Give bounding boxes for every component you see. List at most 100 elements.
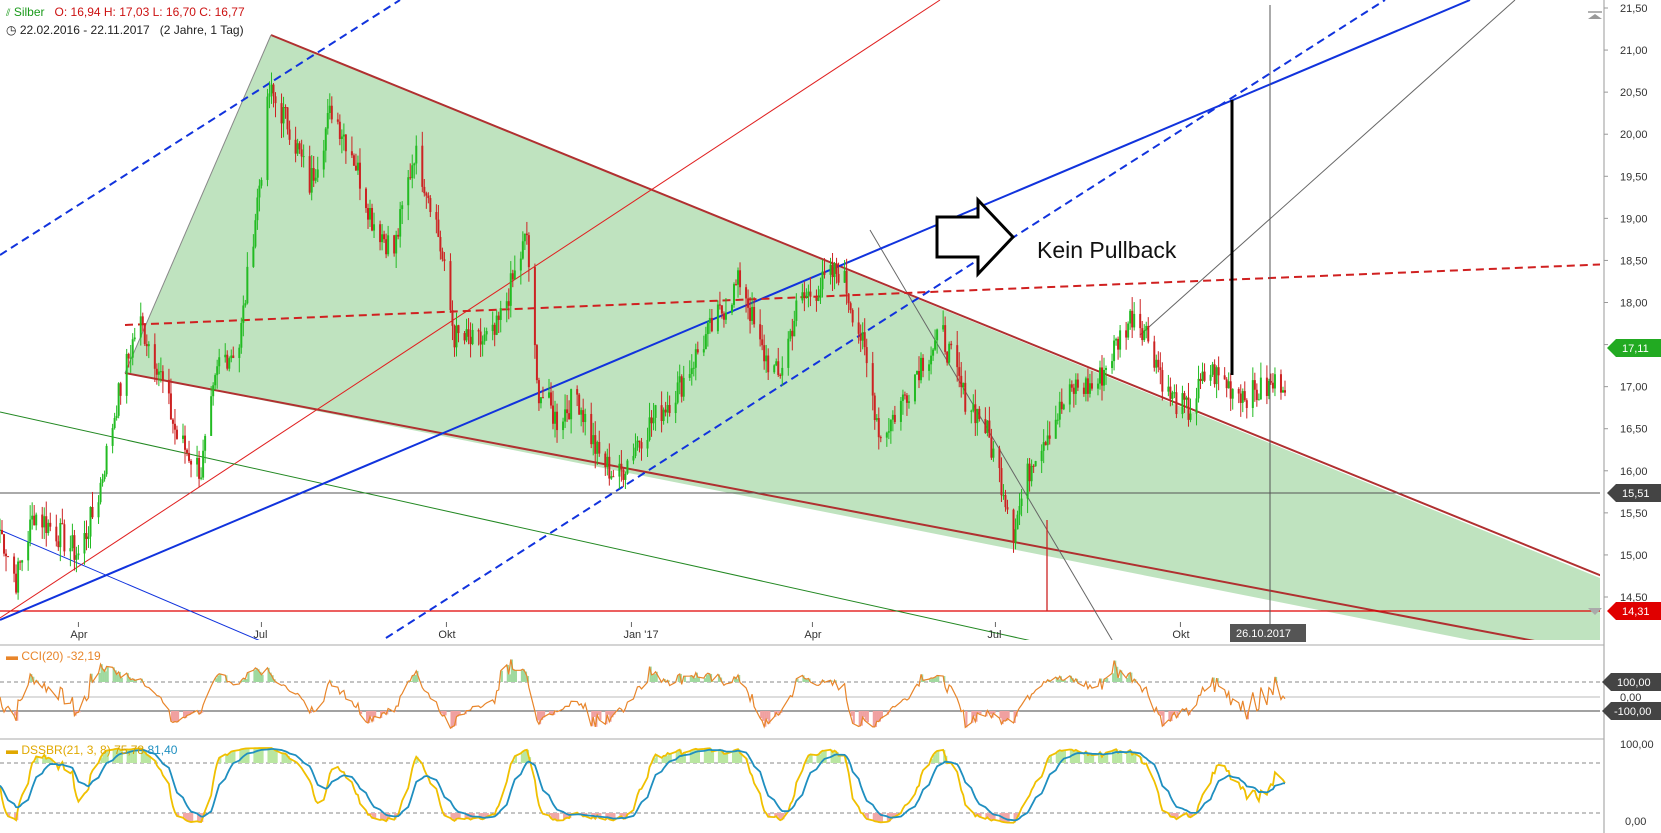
candle-body: [1125, 330, 1128, 338]
candle-body: [1237, 389, 1240, 394]
candle-body: [43, 516, 46, 528]
candle-body: [483, 334, 486, 342]
candle-body: [395, 234, 398, 254]
dss-panel[interactable]: [0, 747, 1604, 824]
candle-body: [1241, 391, 1244, 403]
candle-body: [537, 380, 540, 404]
dss-d-line: [0, 748, 1286, 822]
candle-body: [992, 448, 995, 458]
candle-body: [626, 460, 629, 474]
candle-body: [354, 165, 357, 171]
candle-body: [399, 209, 402, 237]
candle-body: [1076, 379, 1079, 388]
scroll-top-icon[interactable]: [1588, 11, 1602, 19]
candle-body: [682, 377, 685, 397]
y-tick-label: 16,50: [1620, 424, 1648, 436]
candle-body: [71, 535, 74, 549]
cci-panel[interactable]: [0, 659, 1604, 730]
candle-body: [411, 165, 414, 179]
candle-body: [184, 435, 187, 450]
candle-body: [87, 536, 90, 539]
candle-body: [393, 235, 396, 254]
candle-body: [336, 119, 339, 122]
candle-body: [147, 344, 150, 347]
cci-label-0: 0,00: [1620, 692, 1641, 704]
candle-body: [145, 344, 148, 347]
candle-body: [425, 193, 428, 196]
candle-body: [443, 259, 446, 262]
candle-body: [13, 556, 16, 574]
candle-body: [891, 414, 894, 420]
candle-body: [1167, 386, 1170, 392]
candle-body: [1197, 378, 1200, 399]
candle-body: [877, 418, 880, 438]
candle-body: [710, 317, 713, 332]
candle-body: [415, 145, 418, 164]
blue-dashed-upper: [0, 0, 401, 256]
y-tick-label: 14,50: [1620, 592, 1648, 604]
candle-body: [1068, 384, 1071, 405]
x-tick-label: Okt: [1172, 629, 1189, 641]
candle-body: [101, 479, 104, 483]
candle-body: [485, 331, 488, 335]
last-price-badge: 17,11: [1607, 339, 1661, 357]
candle-body: [1056, 419, 1059, 421]
candle-body: [298, 143, 301, 150]
candle-body: [1084, 378, 1087, 394]
candle-body: [89, 506, 92, 537]
scroll-down-icon[interactable]: [1588, 608, 1602, 615]
candle-body: [678, 376, 681, 383]
candle-body: [706, 323, 709, 335]
candle-body: [1161, 370, 1164, 392]
candle-body: [190, 460, 193, 465]
candle-body: [17, 561, 20, 593]
dss-k-value: 75,78: [114, 743, 145, 757]
candle-body: [1060, 401, 1063, 410]
candle-body: [922, 357, 925, 371]
candle-body: [815, 296, 818, 301]
candle-body: [254, 220, 257, 247]
candle-body: [525, 233, 528, 236]
candle-body: [1157, 359, 1160, 368]
candle-body: [5, 553, 8, 557]
candle-body: [716, 304, 719, 332]
candle-body: [1153, 341, 1156, 368]
candle-body: [763, 345, 766, 362]
candle-body: [974, 404, 977, 424]
candle-body: [920, 357, 923, 381]
candle-body: [469, 336, 472, 345]
candle-body: [636, 440, 639, 448]
candle-body: [294, 139, 297, 154]
candle-body: [105, 445, 108, 475]
candle-body: [91, 506, 94, 518]
candle-body: [674, 402, 677, 414]
candle-body: [751, 306, 754, 321]
candle-body: [246, 266, 249, 304]
y-tick-label: 18,00: [1620, 298, 1648, 310]
candle-body: [654, 405, 657, 418]
candle-body: [851, 310, 854, 323]
candle-body: [849, 303, 852, 311]
candle-body: [463, 333, 466, 341]
cci-badge-minus100: -100,00: [1602, 702, 1661, 720]
candle-body: [775, 361, 778, 366]
candle-body: [260, 179, 263, 186]
candle-body: [735, 284, 738, 286]
candle-body: [823, 271, 826, 275]
candle-body: [863, 332, 866, 348]
candle-body: [934, 340, 937, 350]
candle-body: [1014, 529, 1017, 543]
candle-body: [1034, 461, 1037, 467]
candle-body: [1028, 463, 1031, 482]
candle-body: [1090, 383, 1093, 389]
candle-body: [564, 409, 567, 422]
candle-body: [1040, 450, 1043, 462]
candle-body: [224, 354, 227, 358]
candle-body: [527, 235, 530, 268]
candle-body: [879, 437, 882, 439]
candle-body: [694, 349, 697, 368]
candle-body: [787, 338, 790, 368]
candle-body: [226, 354, 229, 369]
